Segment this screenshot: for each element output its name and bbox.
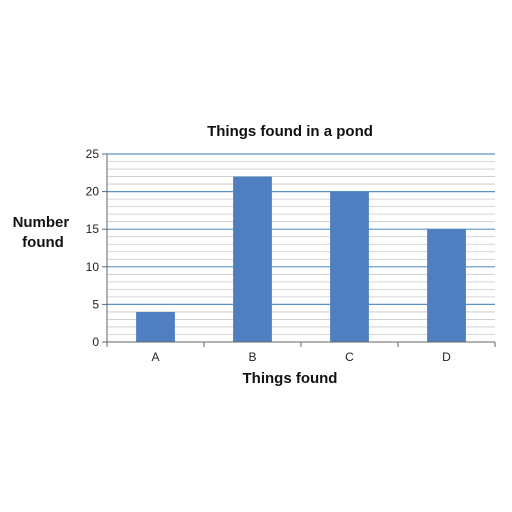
y-tick-label: 25 bbox=[86, 147, 100, 161]
y-axis-label: Number found bbox=[13, 214, 74, 251]
y-axis-label-line-2: found bbox=[22, 234, 64, 251]
bar-A bbox=[136, 311, 175, 342]
bar-C bbox=[330, 191, 369, 342]
y-axis-label-line-1: Number bbox=[13, 214, 70, 231]
y-tick-label: 0 bbox=[92, 335, 99, 349]
y-tick-label: 15 bbox=[86, 222, 100, 236]
y-tick-label: 5 bbox=[92, 297, 99, 311]
x-tick-label: A bbox=[151, 350, 159, 364]
bar-B bbox=[233, 176, 272, 342]
x-axis-label: Things found bbox=[243, 370, 338, 387]
chart-title: Things found in a pond bbox=[207, 123, 373, 140]
y-tick-label: 20 bbox=[86, 185, 100, 199]
bars bbox=[136, 176, 466, 342]
axes bbox=[102, 153, 496, 347]
x-tick-labels: A B C D bbox=[151, 350, 451, 364]
x-tick-label: D bbox=[442, 350, 451, 364]
y-tick-labels: 0 5 10 15 20 25 bbox=[86, 147, 100, 349]
y-tick-label: 10 bbox=[86, 260, 100, 274]
x-tick-label: B bbox=[248, 350, 256, 364]
x-tick-label: C bbox=[345, 350, 354, 364]
bar-D bbox=[427, 229, 466, 342]
